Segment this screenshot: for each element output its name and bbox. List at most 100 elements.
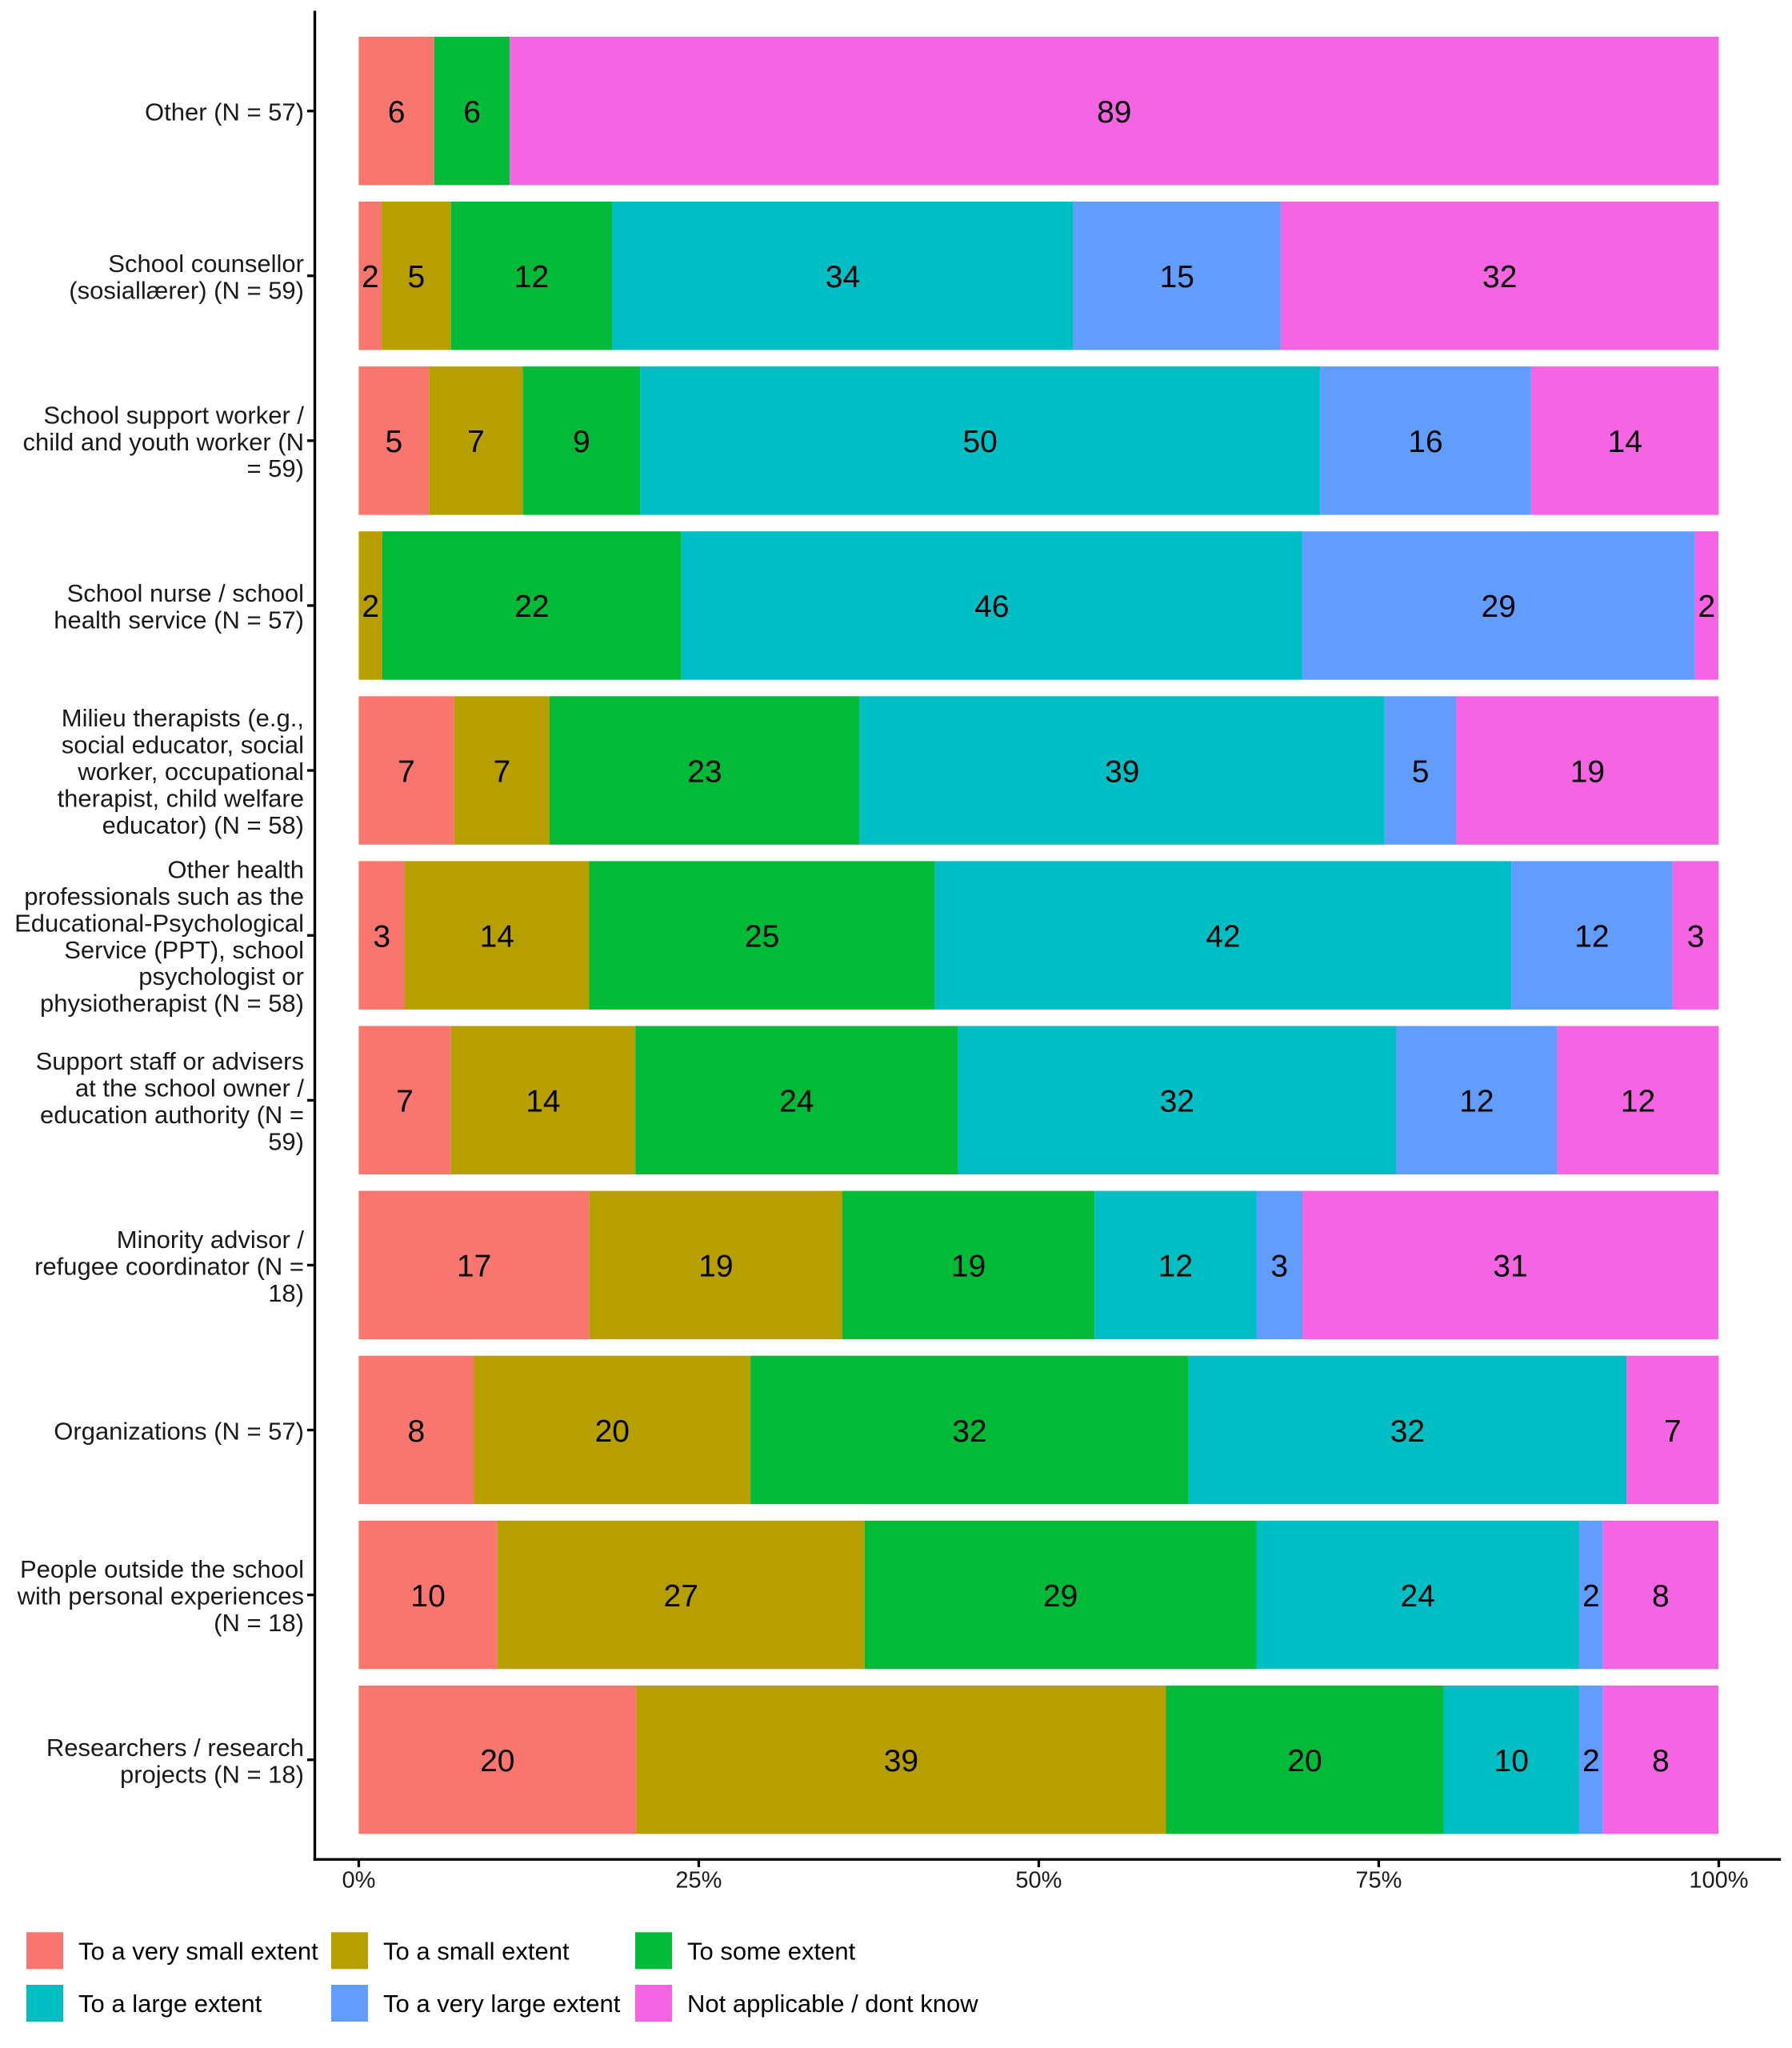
svg-text:7: 7 (396, 1085, 414, 1119)
svg-text:0%: 0% (342, 1868, 375, 1894)
svg-text:7: 7 (467, 425, 485, 459)
svg-text:refugee coordinator (N =: refugee coordinator (N = (34, 1252, 304, 1280)
svg-text:29: 29 (1482, 590, 1516, 624)
svg-text:14: 14 (1608, 425, 1642, 459)
svg-text:59): 59) (268, 1127, 304, 1155)
svg-text:3: 3 (373, 920, 390, 954)
svg-text:3: 3 (1687, 920, 1705, 954)
svg-text:19: 19 (1570, 754, 1605, 789)
svg-text:31: 31 (1493, 1250, 1527, 1284)
svg-text:6: 6 (388, 95, 406, 130)
svg-text:15: 15 (1160, 260, 1194, 294)
svg-text:6: 6 (463, 95, 481, 130)
svg-text:12: 12 (1574, 920, 1609, 954)
svg-text:People outside the school: People outside the school (20, 1555, 304, 1583)
svg-text:42: 42 (1206, 920, 1240, 954)
svg-text:50: 50 (962, 425, 997, 459)
svg-text:20: 20 (480, 1744, 514, 1778)
svg-text:2: 2 (362, 260, 379, 294)
svg-text:educator) (N = 58): educator) (N = 58) (102, 811, 304, 839)
svg-text:Other (N = 57): Other (N = 57) (145, 98, 304, 126)
svg-text:39: 39 (884, 1744, 918, 1778)
svg-text:16: 16 (1408, 425, 1442, 459)
svg-text:(sosiallærer) (N = 59): (sosiallærer) (N = 59) (69, 276, 304, 304)
svg-text:Support staff or advisers: Support staff or advisers (36, 1047, 304, 1075)
svg-text:34: 34 (826, 260, 860, 294)
svg-text:Educational-Psychological: Educational-Psychological (14, 910, 304, 938)
svg-text:2: 2 (1698, 590, 1715, 624)
svg-text:24: 24 (779, 1085, 814, 1119)
svg-text:School counsellor: School counsellor (108, 250, 304, 278)
svg-text:Minority advisor /: Minority advisor / (117, 1226, 305, 1254)
svg-text:8: 8 (1652, 1744, 1670, 1778)
svg-text:89: 89 (1097, 95, 1131, 130)
svg-text:9: 9 (573, 425, 590, 459)
svg-text:32: 32 (1390, 1414, 1425, 1449)
svg-text:8: 8 (408, 1414, 426, 1449)
svg-text:Not applicable / dont know: Not applicable / dont know (687, 1990, 978, 2018)
svg-text:5: 5 (408, 260, 426, 294)
svg-text:5: 5 (1412, 754, 1430, 789)
svg-text:32: 32 (1482, 260, 1517, 294)
svg-text:Service (PPT), school: Service (PPT), school (64, 936, 304, 964)
svg-text:7: 7 (398, 754, 415, 789)
svg-text:To a large extent: To a large extent (78, 1990, 262, 2018)
svg-text:therapist, child welfare: therapist, child welfare (58, 784, 304, 812)
svg-text:Other health: Other health (167, 856, 304, 884)
svg-text:25%: 25% (675, 1868, 722, 1894)
svg-text:18): 18) (268, 1279, 304, 1307)
svg-text:child and youth worker (N: child and youth worker (N (23, 428, 305, 456)
svg-text:School support worker /: School support worker / (43, 402, 304, 430)
svg-text:100%: 100% (1689, 1868, 1748, 1894)
svg-text:14: 14 (526, 1085, 560, 1119)
svg-text:3: 3 (1270, 1250, 1288, 1284)
svg-text:10: 10 (410, 1579, 445, 1614)
svg-text:Researchers / research: Researchers / research (46, 1734, 304, 1762)
svg-text:8: 8 (1652, 1579, 1670, 1614)
svg-text:10: 10 (1494, 1744, 1529, 1778)
svg-text:2: 2 (1582, 1744, 1600, 1778)
svg-text:To a very small extent: To a very small extent (78, 1937, 318, 1965)
svg-text:Organizations (N = 57): Organizations (N = 57) (54, 1418, 304, 1446)
svg-text:with personal experiences: with personal experiences (17, 1582, 304, 1610)
svg-text:12: 12 (1621, 1085, 1655, 1119)
svg-text:46: 46 (974, 590, 1009, 624)
svg-text:education authority (N =: education authority (N = (40, 1101, 304, 1129)
svg-text:5: 5 (386, 425, 403, 459)
svg-text:School nurse / school: School nurse / school (67, 579, 304, 607)
svg-text:12: 12 (514, 260, 549, 294)
svg-text:29: 29 (1043, 1579, 1078, 1614)
svg-text:39: 39 (1105, 754, 1139, 789)
svg-text:75%: 75% (1355, 1868, 1402, 1894)
svg-text:22: 22 (514, 590, 549, 624)
svg-text:23: 23 (687, 754, 722, 789)
svg-text:psychologist or: psychologist or (138, 962, 304, 990)
svg-text:Milieu therapists (e.g.,: Milieu therapists (e.g., (62, 704, 304, 732)
svg-text:50%: 50% (1015, 1868, 1062, 1894)
svg-text:19: 19 (698, 1250, 733, 1284)
svg-text:worker, occupational: worker, occupational (77, 758, 304, 786)
svg-text:at the school owner /: at the school owner / (75, 1074, 304, 1102)
svg-text:To a small extent: To a small extent (383, 1937, 570, 1965)
svg-text:professionals such as the: professionals such as the (24, 882, 304, 910)
svg-text:= 59): = 59) (246, 454, 304, 482)
svg-text:20: 20 (595, 1414, 630, 1449)
svg-text:To some extent: To some extent (687, 1937, 856, 1965)
svg-text:27: 27 (664, 1579, 698, 1614)
svg-text:To a very large extent: To a very large extent (383, 1990, 621, 2018)
svg-text:12: 12 (1158, 1250, 1193, 1284)
svg-text:health service (N = 57): health service (N = 57) (54, 606, 304, 634)
svg-text:12: 12 (1459, 1085, 1494, 1119)
svg-text:2: 2 (1582, 1579, 1600, 1614)
svg-text:14: 14 (480, 920, 514, 954)
svg-text:25: 25 (745, 920, 779, 954)
svg-text:17: 17 (457, 1250, 491, 1284)
svg-text:(N = 18): (N = 18) (214, 1609, 304, 1637)
svg-text:20: 20 (1287, 1744, 1322, 1778)
svg-text:32: 32 (952, 1414, 986, 1449)
svg-text:projects (N = 18): projects (N = 18) (120, 1760, 304, 1788)
svg-text:32: 32 (1160, 1085, 1194, 1119)
svg-text:social educator, social: social educator, social (62, 731, 304, 759)
svg-text:2: 2 (362, 590, 379, 624)
svg-text:physiotherapist (N = 58): physiotherapist (N = 58) (40, 990, 304, 1018)
